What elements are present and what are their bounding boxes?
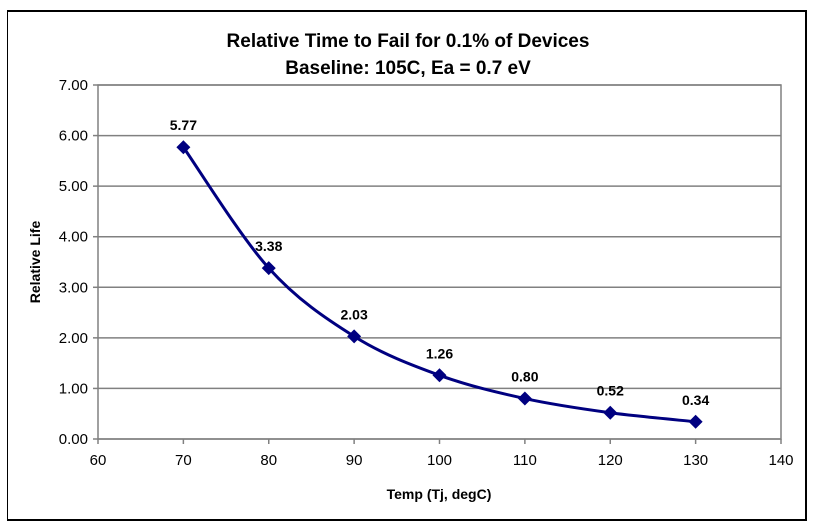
- data-label: 0.80: [511, 369, 538, 385]
- chart-title: Relative Time to Fail for 0.1% of Device…: [227, 31, 590, 52]
- x-axis-label: Temp (Tj, degC): [387, 486, 492, 502]
- data-point-marker: [688, 414, 703, 429]
- y-axis-label: Relative Life: [27, 221, 43, 304]
- y-tick-label: 6.00: [59, 128, 88, 145]
- data-point-marker: [603, 405, 618, 420]
- chart-subtitle: Baseline: 105C, Ea = 0.7 eV: [285, 58, 531, 79]
- data-label: 2.03: [341, 306, 368, 322]
- x-tick-label: 80: [260, 452, 277, 469]
- data-point-marker: [517, 391, 532, 406]
- data-label: 0.34: [682, 392, 709, 408]
- data-point-marker: [261, 261, 276, 276]
- data-point-marker: [347, 329, 362, 344]
- x-tick-label: 140: [768, 452, 793, 469]
- x-tick-label: 70: [175, 452, 192, 469]
- x-tick-label: 130: [683, 452, 708, 469]
- chart-frame: [7, 10, 807, 521]
- x-tick-label: 100: [427, 452, 452, 469]
- y-tick-label: 3.00: [59, 279, 88, 296]
- y-tick-label: 5.00: [59, 178, 88, 195]
- y-tick-label: 1.00: [59, 380, 88, 397]
- data-point-marker: [432, 368, 447, 383]
- y-tick-label: 2.00: [59, 330, 88, 347]
- x-tick-label: 110: [513, 452, 537, 469]
- data-point-marker: [176, 140, 191, 155]
- plot-area: [97, 84, 782, 440]
- x-tick-label: 90: [346, 452, 363, 469]
- data-label: 1.26: [426, 345, 453, 361]
- y-tick-label: 0.00: [59, 431, 88, 448]
- y-tick-label: 7.00: [59, 77, 88, 94]
- x-tick-label: 120: [598, 452, 623, 469]
- data-label: 0.52: [597, 383, 624, 399]
- y-tick-label: 4.00: [59, 229, 88, 246]
- data-label: 5.77: [170, 117, 197, 133]
- x-tick-label: 60: [90, 452, 107, 469]
- data-label: 3.38: [255, 238, 282, 254]
